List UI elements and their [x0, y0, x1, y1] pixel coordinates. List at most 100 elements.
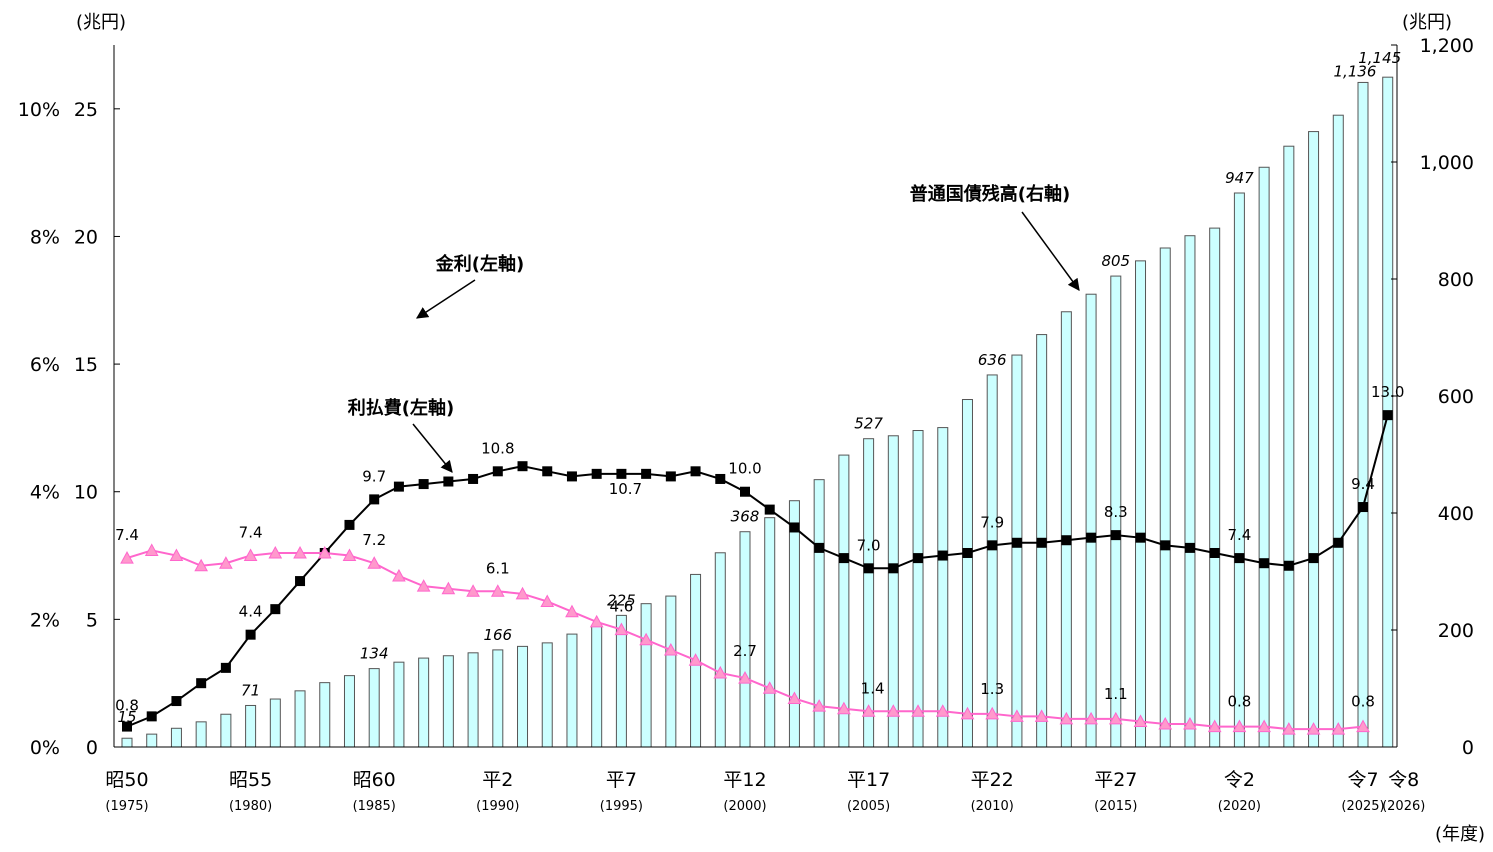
left-percent-tick-label: 10%	[18, 99, 60, 121]
bond-bar-label: 947	[1225, 169, 1254, 187]
bond-bar	[1332, 114, 1344, 748]
bond-bar-label: 71	[241, 681, 260, 699]
x-tick-sublabel: (1975)	[105, 799, 148, 814]
interest-rate-marker	[367, 556, 382, 569]
annotation-arrow-bond	[1021, 211, 1080, 291]
interest-rate-marker	[1183, 716, 1197, 730]
x-tick-sublabel: (1985)	[353, 799, 396, 814]
bond-bar	[1159, 247, 1171, 748]
interest-cost-marker	[393, 481, 404, 492]
interest-cost-label: 9.7	[362, 467, 386, 485]
interest-cost-marker	[1184, 542, 1195, 553]
bond-bar	[245, 704, 257, 748]
interest-rate-marker	[317, 545, 332, 559]
interest-cost-label: 10.8	[481, 439, 514, 457]
interest-cost-marker	[1209, 547, 1220, 558]
interest-rate-marker	[441, 581, 456, 595]
x-tick-label: 平27	[1094, 769, 1137, 791]
right-tick-label: 1,000	[1420, 152, 1474, 174]
left-percent-tick-label: 2%	[30, 609, 60, 631]
left-unit-label: (兆円)	[76, 12, 126, 33]
interest-rate-marker	[144, 543, 159, 556]
interest-rate-marker	[639, 632, 653, 646]
right-tick-label: 0	[1462, 737, 1474, 759]
interest-rate-label: 4.6	[609, 598, 633, 616]
interest-cost-marker	[443, 476, 454, 487]
interest-rate-marker	[1232, 719, 1247, 733]
interest-rate-marker	[120, 551, 134, 564]
interest-rate-marker	[169, 548, 184, 562]
interest-cost-marker	[838, 553, 849, 564]
interest-cost-label: 9.4	[1351, 475, 1375, 493]
bond-bar	[393, 661, 405, 748]
interest-cost-label: 0.8	[115, 697, 139, 715]
interest-rate-marker	[565, 604, 579, 618]
interest-cost-marker	[344, 519, 355, 530]
interest-rate-marker	[713, 665, 728, 679]
interest-cost-marker	[913, 553, 924, 564]
bond-bar	[269, 698, 281, 748]
bond-bar-label: 527	[854, 415, 883, 433]
interest-cost-marker	[740, 486, 750, 497]
interest-rate-marker	[268, 545, 283, 559]
annotation-arrow-rate	[415, 279, 476, 319]
bond-bar-label: 805	[1101, 252, 1130, 270]
bond-bar	[1184, 235, 1196, 748]
interest-rate-marker	[1034, 709, 1049, 722]
bond-bar	[195, 721, 207, 748]
bond-bar	[319, 682, 331, 748]
interest-rate-marker	[960, 706, 975, 720]
bond-bar	[1357, 81, 1369, 748]
x-axis-title: (年度)	[1435, 824, 1485, 845]
bond-bar	[1135, 260, 1147, 748]
interest-rate-label: 7.4	[115, 526, 139, 544]
bond-bar	[220, 713, 232, 748]
x-tick-label: 昭50	[105, 769, 148, 791]
interest-cost-marker	[1308, 553, 1319, 564]
bond-bar	[863, 438, 875, 748]
left-tick-label: 15	[74, 354, 98, 376]
interest-rate-marker	[614, 622, 629, 636]
interest-cost-label: 7.9	[980, 513, 1004, 531]
interest-cost-marker	[1358, 502, 1368, 513]
left-percent-tick-label: 8%	[30, 226, 60, 248]
annotation-arrow-interest	[412, 423, 453, 473]
interest-rate-marker	[1108, 711, 1123, 725]
interest-rate-label: 2.7	[733, 642, 757, 660]
interest-rate-marker	[243, 548, 258, 562]
x-tick-label: 平12	[723, 769, 766, 791]
interest-cost-marker	[1011, 537, 1022, 548]
interest-rate-marker	[392, 568, 406, 582]
interest-cost-label: 13.0	[1371, 383, 1404, 401]
annotation-rate: 金利(左軸)	[435, 253, 524, 275]
interest-cost-marker	[1061, 535, 1072, 546]
x-tick-label: 令8	[1388, 769, 1419, 791]
interest-rate-marker	[1059, 711, 1074, 725]
bond-bar	[418, 657, 430, 748]
bond-bar	[591, 625, 603, 748]
interest-rate-marker	[293, 545, 307, 559]
interest-cost-marker	[468, 473, 479, 484]
bond-bar	[368, 668, 380, 748]
bond-bar	[764, 517, 776, 748]
bond-bar	[517, 645, 529, 748]
bond-bar	[739, 531, 751, 748]
right-tick-label: 600	[1438, 386, 1474, 408]
interest-rate-marker	[935, 704, 950, 717]
interest-cost-marker	[196, 678, 207, 689]
interest-rate-marker	[1281, 722, 1296, 735]
interest-cost-marker	[542, 466, 553, 477]
interest-rate-label: 0.8	[1227, 693, 1251, 711]
x-tick-sublabel: (2025)	[1341, 799, 1384, 814]
x-tick-label: 昭55	[229, 769, 272, 791]
annotation-bond: 普通国債残高(右軸)	[910, 183, 1070, 205]
interest-rate-marker	[466, 584, 480, 597]
interest-cost-marker	[1086, 532, 1097, 543]
interest-rate-marker	[194, 558, 209, 572]
bond-bar-label: 225	[607, 591, 636, 609]
bond-bar-label: 1,136	[1334, 62, 1377, 80]
x-tick-label: 平17	[847, 769, 890, 791]
interest-rate-marker	[886, 704, 901, 717]
interest-cost-marker	[1382, 410, 1393, 421]
interest-rate-marker	[219, 556, 233, 569]
